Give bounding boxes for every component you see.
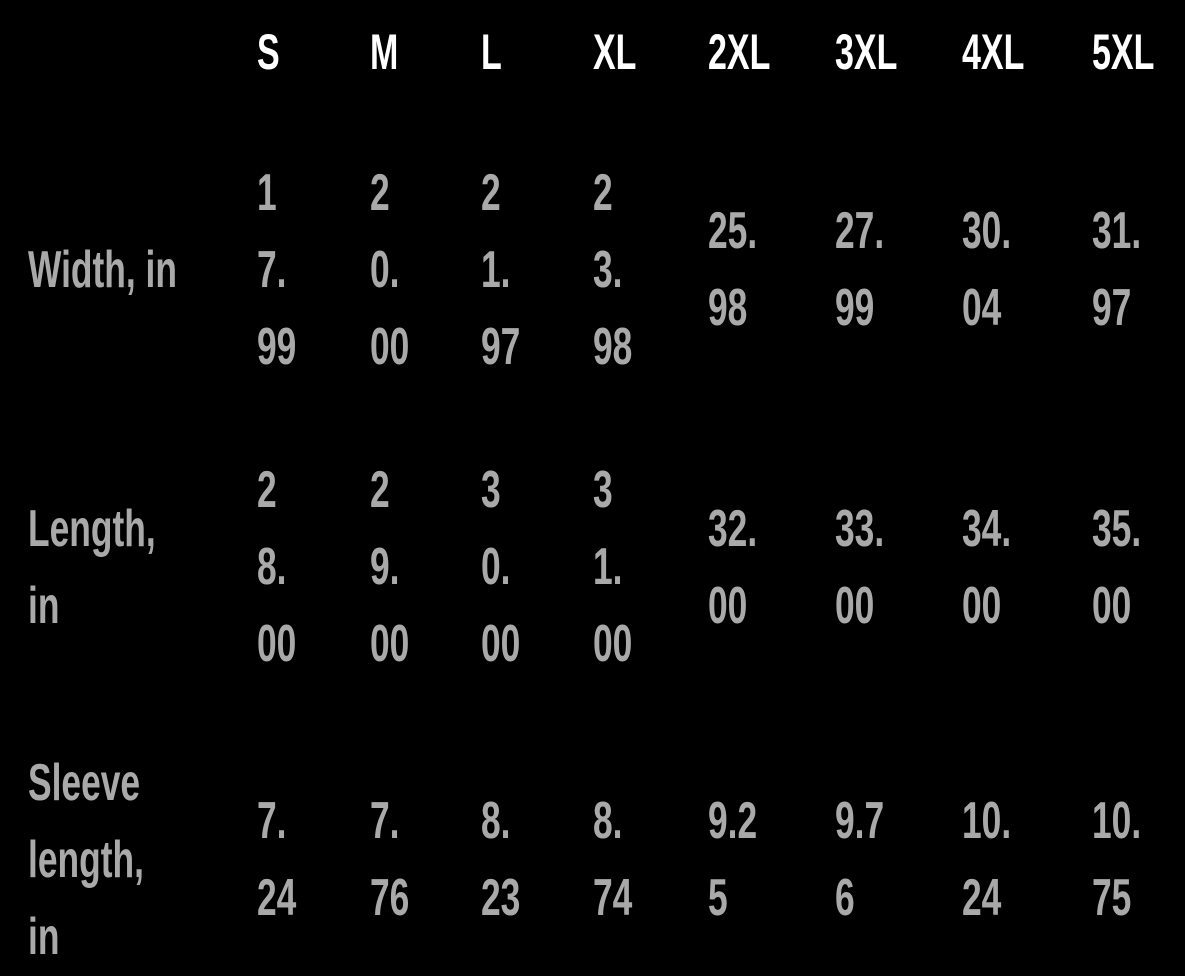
column-header-2xl: 2XL (708, 24, 771, 80)
value-xl: 31.00 (593, 461, 633, 673)
column-header-xl: XL (593, 24, 637, 80)
value-cell: 23.98 (593, 155, 657, 385)
value-2xl: 9.25 (708, 792, 758, 927)
row-label-cell: Width, in (28, 155, 253, 385)
row-label: Length, in (28, 499, 156, 635)
value-cell: 9.76 (835, 745, 927, 975)
row-label-cell: Length, in (28, 450, 253, 685)
value-5xl: 10.75 (1092, 792, 1142, 927)
column-header-l: L (481, 24, 502, 80)
value-cell: 32.00 (708, 450, 800, 685)
value-cell: 35.00 (1092, 450, 1184, 685)
value-l: 8.23 (481, 792, 521, 927)
value-cell: 29.00 (370, 450, 434, 685)
value-3xl: 33.00 (835, 499, 885, 635)
value-4xl: 30.04 (962, 202, 1012, 337)
value-s: 28.00 (257, 461, 297, 673)
value-5xl: 31.97 (1092, 202, 1142, 337)
value-cell: 21.97 (481, 155, 545, 385)
value-cell: 31.97 (1092, 155, 1184, 385)
column-header-4xl: 4XL (962, 24, 1025, 80)
value-3xl: 27.99 (835, 202, 885, 337)
value-m: 7.76 (370, 792, 410, 927)
value-cell: 8.74 (593, 745, 657, 975)
value-xl: 23.98 (593, 163, 633, 376)
column-header-3xl: 3XL (835, 24, 898, 80)
value-s: 17.99 (257, 163, 297, 376)
value-cell: 7.24 (257, 745, 321, 975)
value-l: 21.97 (481, 163, 521, 376)
table-row: Sleeve length, in 7.24 7.76 8.23 8.74 9.25 9.7… (0, 745, 1185, 975)
column-header-m: M (370, 24, 399, 80)
value-cell: 33.00 (835, 450, 927, 685)
value-cell: 31.00 (593, 450, 657, 685)
value-3xl: 9.76 (835, 792, 885, 927)
value-s: 7.24 (257, 792, 297, 927)
value-cell: 7.76 (370, 745, 434, 975)
value-cell: 20.00 (370, 155, 434, 385)
value-cell: 10.75 (1092, 745, 1184, 975)
value-cell: 30.00 (481, 450, 545, 685)
row-label-cell: Sleeve length, in (28, 745, 253, 975)
value-cell: 17.99 (257, 155, 321, 385)
value-xl: 8.74 (593, 792, 633, 927)
value-m: 29.00 (370, 461, 410, 673)
value-m: 20.00 (370, 163, 410, 376)
row-label: Sleeve length, in (28, 753, 144, 966)
value-cell: 34.00 (962, 450, 1054, 685)
value-cell: 10.24 (962, 745, 1054, 975)
table-row: Length, in 28.00 29.00 30.00 31.00 32.00 33.00… (0, 450, 1185, 685)
value-4xl: 10.24 (962, 792, 1012, 927)
column-header-s: S (257, 24, 280, 80)
value-cell: 28.00 (257, 450, 321, 685)
value-cell: 30.04 (962, 155, 1054, 385)
value-2xl: 25.98 (708, 202, 758, 337)
value-4xl: 34.00 (962, 499, 1012, 635)
value-cell: 9.25 (708, 745, 800, 975)
column-header-5xl: 5XL (1092, 24, 1155, 80)
table-row: Width, in 17.99 20.00 21.97 23.98 25.98 27.99 3… (0, 155, 1185, 385)
value-cell: 27.99 (835, 155, 927, 385)
row-label: Width, in (28, 240, 177, 299)
value-cell: 25.98 (708, 155, 800, 385)
value-5xl: 35.00 (1092, 499, 1142, 635)
value-cell: 8.23 (481, 745, 545, 975)
value-2xl: 32.00 (708, 499, 758, 635)
value-l: 30.00 (481, 461, 521, 673)
